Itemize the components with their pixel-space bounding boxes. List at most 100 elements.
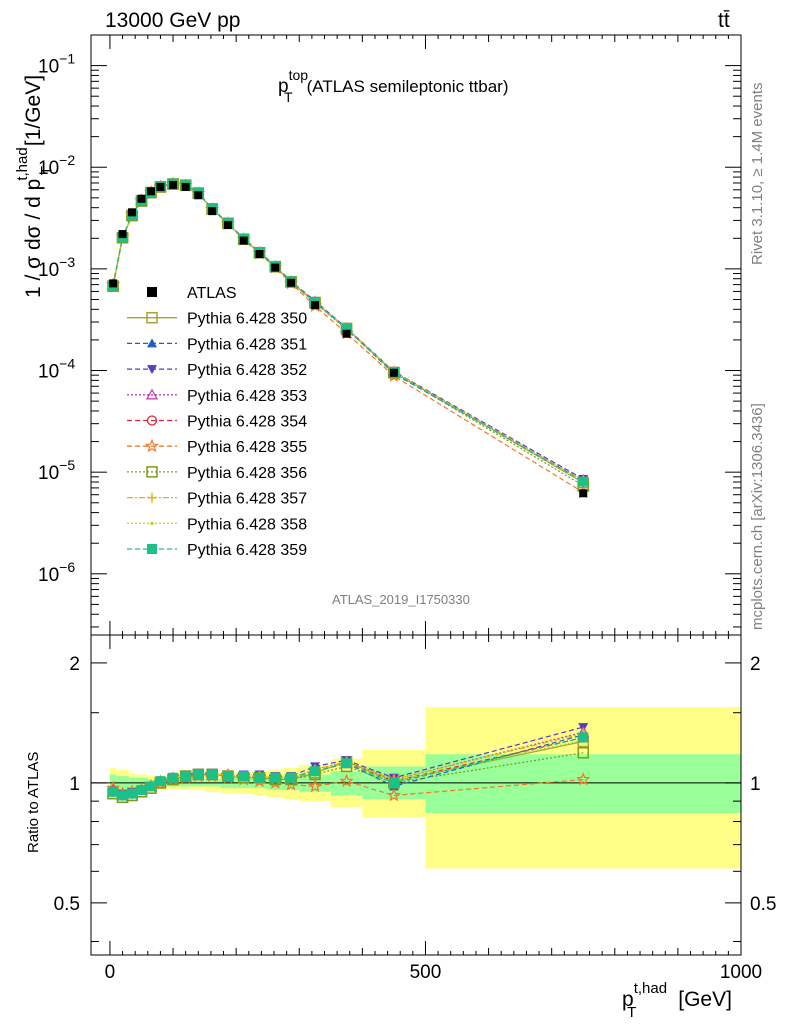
atlas-data-point bbox=[271, 263, 280, 272]
ratio-series-point bbox=[270, 772, 281, 783]
legend-marker bbox=[150, 521, 154, 526]
legend-entry: Pythia 6.428 350 bbox=[127, 311, 307, 328]
legend-label: Pythia 6.428 353 bbox=[187, 388, 307, 405]
header-process-label: tt̄ bbox=[718, 9, 730, 32]
top-panel-title: ptop T (ATLAS semileptonic ttbar) bbox=[278, 67, 508, 105]
legend-entry: ATLAS bbox=[147, 285, 237, 302]
legend-entry: Pythia 6.428 354 bbox=[127, 414, 307, 431]
atlas-data-point bbox=[208, 207, 217, 216]
legend-marker bbox=[144, 438, 160, 453]
axes-layer: 0 500 1000 10−1 10−2 10−3 10−4 10−5 10−6 0.5 0.5 1 1… bbox=[38, 34, 776, 983]
x-tick-label: 500 bbox=[410, 962, 442, 983]
bottom-y-tick-label-left: 2 bbox=[69, 654, 80, 675]
atlas-data-point bbox=[146, 187, 155, 196]
ylabel-main: 1 / σ dσ / d p bbox=[22, 179, 45, 298]
ratio-series-point bbox=[286, 772, 297, 783]
xlabel-unit: [GeV] bbox=[678, 988, 732, 1011]
atlas-data-point bbox=[223, 221, 232, 230]
ratio-series-point bbox=[576, 772, 591, 786]
legend-marker bbox=[147, 544, 157, 554]
atlas-data-point bbox=[128, 208, 137, 217]
ylabel-unit: [1/GeV] bbox=[22, 75, 45, 146]
ylabel-sub: T bbox=[38, 166, 55, 175]
ratio-series-point bbox=[339, 773, 354, 788]
legend-label: Pythia 6.428 351 bbox=[187, 336, 307, 353]
top-y-tick-label: 10−2 bbox=[38, 152, 75, 179]
top-series-layer bbox=[106, 176, 591, 499]
legend-entry: Pythia 6.428 353 bbox=[127, 388, 307, 405]
legend-marker bbox=[146, 311, 158, 324]
top-y-tick-label: 10−6 bbox=[38, 559, 75, 586]
legend-label: Pythia 6.428 357 bbox=[187, 491, 307, 508]
top-y-tick-label: 10−3 bbox=[38, 254, 75, 281]
legend-label: ATLAS bbox=[187, 285, 237, 302]
legend-marker bbox=[145, 388, 159, 400]
ratio-series-point bbox=[386, 788, 401, 802]
ratio-series-point bbox=[108, 786, 119, 797]
atlas-data-point bbox=[109, 279, 118, 288]
header-energy-label: 13000 GeV pp bbox=[105, 9, 240, 32]
legend-marker bbox=[147, 365, 157, 375]
legend-marker bbox=[146, 415, 158, 426]
top-series-line bbox=[112, 183, 584, 493]
legend-entry: Pythia 6.428 356 bbox=[127, 465, 307, 482]
top-y-axis-label: 1 / σ dσ / d pt,had T [1/GeV] bbox=[14, 75, 55, 298]
atlas-data-point bbox=[194, 191, 203, 200]
ratio-uncertainty-bands bbox=[109, 707, 741, 869]
atlas-data-point bbox=[137, 194, 146, 203]
bottom-y-tick-label-right: 0.5 bbox=[750, 894, 776, 915]
atlas-data-point bbox=[311, 301, 320, 310]
legend-entry: Pythia 6.428 358 bbox=[127, 516, 307, 533]
xlabel-main: p bbox=[622, 988, 634, 1011]
ratio-series-point bbox=[136, 784, 147, 795]
legend: ATLAS Pythia 6.428 350 Pythia 6.428 351 Pyt… bbox=[127, 285, 307, 559]
top-y-tick-label: 10−1 bbox=[38, 51, 75, 78]
atlas-data-point bbox=[342, 329, 351, 338]
legend-marker bbox=[147, 338, 157, 348]
legend-marker bbox=[146, 466, 158, 478]
atlas-data-point bbox=[389, 368, 398, 377]
ratio-series-point bbox=[238, 771, 249, 782]
legend-entry: Pythia 6.428 357 bbox=[127, 491, 307, 508]
ratio-series-point bbox=[341, 758, 352, 769]
legend-entry: Pythia 6.428 359 bbox=[127, 542, 307, 559]
atlas-data-point bbox=[255, 250, 264, 259]
atlas-data-point bbox=[287, 278, 296, 287]
atlas-data-point bbox=[579, 489, 588, 498]
bottom-panel-frame bbox=[90, 634, 742, 956]
top-series-point bbox=[578, 476, 589, 487]
ratio-series-point bbox=[155, 776, 166, 787]
x-tick-label: 0 bbox=[105, 962, 116, 983]
ratio-series-10 bbox=[108, 732, 589, 801]
ratio-series-point bbox=[388, 777, 399, 788]
atlas-data-point bbox=[239, 236, 248, 245]
ratio-series-point bbox=[310, 766, 321, 777]
ratio-series-point bbox=[222, 771, 233, 782]
x-axis-label: pt,had T [GeV] bbox=[622, 980, 732, 1021]
ratio-series-point bbox=[193, 769, 204, 780]
rivet-version-label: Rivet 3.1.10, ≥ 1.4M events bbox=[749, 83, 766, 266]
legend-label: Pythia 6.428 359 bbox=[187, 542, 307, 559]
bottom-y-tick-label-right: 1 bbox=[750, 774, 761, 795]
title-main: p bbox=[278, 76, 289, 97]
bottom-y-tick-label-left: 1 bbox=[69, 774, 80, 795]
ratio-series-point bbox=[577, 747, 589, 759]
top-series-point bbox=[341, 323, 352, 334]
xlabel-sub: T bbox=[627, 1004, 636, 1021]
ratio-series-point bbox=[117, 790, 128, 801]
ylabel-sup: t,had bbox=[14, 147, 31, 180]
ratio-series-point bbox=[168, 772, 179, 783]
atlas-data-point bbox=[156, 182, 165, 191]
ratio-series-point bbox=[207, 769, 218, 780]
legend-label: Pythia 6.428 356 bbox=[187, 465, 307, 482]
bottom-series-layer bbox=[106, 723, 591, 804]
legend-entry: Pythia 6.428 355 bbox=[127, 438, 307, 456]
bottom-y-tick-label-right: 2 bbox=[750, 654, 761, 675]
legend-label: Pythia 6.428 354 bbox=[187, 414, 307, 431]
legend-label: Pythia 6.428 358 bbox=[187, 516, 307, 533]
bottom-y-tick-label-left: 0.5 bbox=[54, 894, 80, 915]
atlas-data-point bbox=[169, 180, 178, 189]
